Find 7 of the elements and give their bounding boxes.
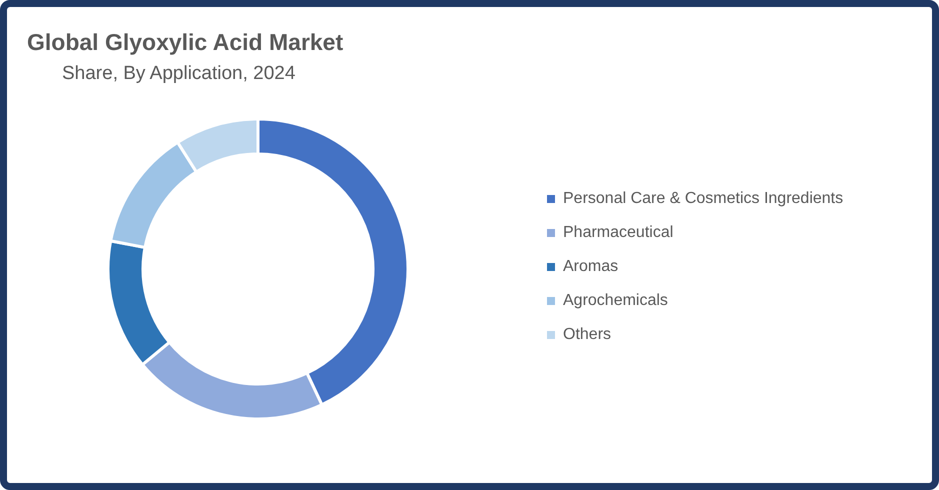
legend-label: Personal Care & Cosmetics Ingredients	[563, 190, 844, 207]
chart-subtitle: Share, By Application, 2024	[62, 63, 296, 85]
legend-label: Agrochemicals	[563, 292, 668, 309]
legend-label: Aromas	[563, 258, 618, 275]
legend-label: Others	[563, 326, 612, 343]
chart-title: Global Glyoxylic Acid Market	[27, 29, 344, 56]
legend-label: Pharmaceutical	[563, 224, 674, 241]
